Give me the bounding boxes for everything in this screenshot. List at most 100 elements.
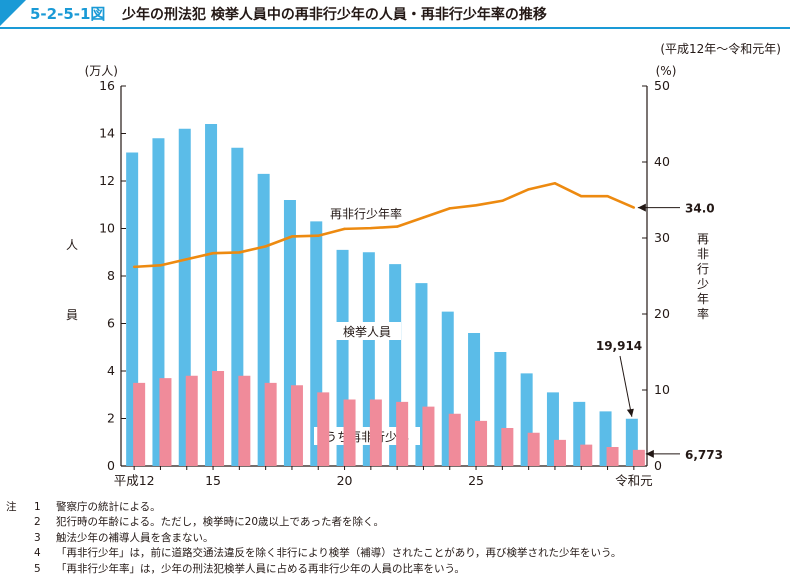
left-axis-ticks: 0 2 4 6 8 10 12 14 16 xyxy=(99,78,126,473)
repeat-bar xyxy=(606,447,619,466)
repeat-bar xyxy=(238,375,251,466)
rate-point xyxy=(448,207,451,210)
rate-last-value: 34.0 xyxy=(685,202,715,216)
right-axis-label-char: 再 xyxy=(697,232,709,246)
rate-point xyxy=(580,195,583,198)
left-axis-label: 人員 xyxy=(66,238,78,322)
x-tick-label: 平成12 xyxy=(114,473,155,488)
note-row: 5 「再非行少年率」は，少年の刑法犯検挙人員に占める再非行少年の人員の比率をいう。 xyxy=(6,562,786,577)
rate-point xyxy=(369,226,373,230)
note-lead xyxy=(6,531,34,546)
repeat-label-bg xyxy=(314,427,420,445)
rate-line: 再非行少年率 xyxy=(132,181,636,269)
repeat-bar xyxy=(396,401,409,466)
rate-point xyxy=(317,234,320,237)
left-tick-label: 0 xyxy=(107,458,115,473)
note-number: 2 xyxy=(34,516,41,529)
right-axis-label-char: 率 xyxy=(697,306,709,321)
total-bar xyxy=(126,152,139,466)
rate-point xyxy=(501,199,504,202)
note-lead xyxy=(6,515,34,530)
left-tick-label: 14 xyxy=(99,126,115,141)
right-tick-label: 30 xyxy=(654,230,670,245)
right-tick-label: 40 xyxy=(654,154,670,169)
repeat-bar xyxy=(580,444,593,466)
right-axis-label-char: 年 xyxy=(697,292,709,306)
total-arrow-head xyxy=(626,408,634,417)
rate-point xyxy=(422,216,425,219)
rate-point xyxy=(290,235,294,238)
x-tick-label: 15 xyxy=(205,473,221,488)
right-tick-label: 50 xyxy=(654,78,670,93)
repeat-bar xyxy=(159,378,172,466)
rate-series-label: 再非行少年率 xyxy=(330,206,402,221)
repeat-bar xyxy=(185,375,198,466)
notes: 注 1 警察庁の統計による。 2 犯行時の年齢による。ただし，検挙時に20歳以上であった… xyxy=(6,500,786,577)
figure-title: 少年の刑法犯 検挙人員中の再非行少年の人員・再非行少年率の推移 xyxy=(122,7,547,23)
left-tick-label: 12 xyxy=(99,173,115,188)
rate-point xyxy=(185,258,188,261)
total-label-bg xyxy=(333,322,401,340)
repeat-bar xyxy=(264,382,277,466)
title-bar: 5-2-5-1図 少年の刑法犯 検挙人員中の再非行少年の人員・再非行少年率の推移 xyxy=(0,0,790,29)
rate-point xyxy=(632,206,636,209)
repeat-bar xyxy=(133,382,146,466)
title-rule xyxy=(0,27,790,29)
rate-point xyxy=(474,204,478,207)
left-tick-label: 16 xyxy=(99,78,115,93)
x-axis-ticks: 平成12 15 20 25 令和元 xyxy=(114,466,653,488)
left-tick-label: 6 xyxy=(107,316,115,331)
rate-polyline xyxy=(134,181,635,269)
repeat-bar xyxy=(501,428,514,466)
rate-point xyxy=(159,264,162,267)
total-bars xyxy=(126,124,638,466)
repeat-bar xyxy=(212,371,225,466)
period-label: (平成12年～令和元年) xyxy=(660,41,781,56)
rate-point xyxy=(343,227,346,231)
chart: (平成12年～令和元年) (万人) (%) 人員 再非行少年率 0 2 4 6 8 10 1… xyxy=(66,41,781,488)
rate-point xyxy=(211,252,215,255)
total-last-value: 19,914 xyxy=(596,339,642,353)
right-axis-label: 再非行少年率 xyxy=(697,232,709,321)
rate-point xyxy=(264,245,267,248)
repeat-bar xyxy=(317,392,330,466)
right-axis-label-char: 少 xyxy=(697,277,709,291)
note-text: 犯行時の年齢による。ただし，検挙時に20歳以上であった者を除く。 xyxy=(56,516,384,529)
repeat-bar xyxy=(632,449,645,466)
note-lead xyxy=(6,562,34,577)
repeat-arrow-head xyxy=(645,449,654,458)
title-marker xyxy=(0,0,26,26)
rate-point xyxy=(238,251,241,254)
right-tick-label: 0 xyxy=(654,458,662,473)
repeat-bars xyxy=(133,371,645,466)
repeat-bar xyxy=(343,399,356,466)
note-number: 4 xyxy=(34,547,41,560)
repeat-last-value: 6,773 xyxy=(685,448,723,462)
note-row: 4 「再非行少年」は，前に道路交通法違反を除く非行により検挙（補導）されたことがあ… xyxy=(6,546,786,561)
left-tick-label: 10 xyxy=(99,221,115,236)
rate-point xyxy=(395,225,399,228)
repeat-bar xyxy=(422,406,435,466)
note-number: 5 xyxy=(34,562,41,575)
x-tick-label: 20 xyxy=(337,473,353,488)
right-axis-ticks: 0 10 20 30 40 50 xyxy=(642,78,670,473)
left-axis-label-char: 員 xyxy=(66,308,78,322)
note-lead xyxy=(6,546,34,561)
left-tick-label: 4 xyxy=(107,363,115,378)
note-text: 「再非行少年」は，前に道路交通法違反を除く非行により検挙（補導）されたことがあり… xyxy=(56,547,622,560)
note-text: 警察庁の統計による。 xyxy=(56,501,161,513)
left-axis-label-char: 人 xyxy=(66,238,78,252)
rate-point xyxy=(606,195,609,198)
rate-point xyxy=(132,265,136,269)
left-tick-label: 8 xyxy=(107,268,115,283)
rate-point xyxy=(553,182,557,185)
repeat-bar xyxy=(448,413,461,466)
axes xyxy=(120,86,648,467)
right-axis-label-char: 非 xyxy=(697,247,709,261)
note-row: 注 1 警察庁の統計による。 xyxy=(6,500,786,515)
total-arrow-line xyxy=(619,355,633,417)
repeat-bar xyxy=(369,399,382,466)
left-axis-unit: (万人) xyxy=(85,64,118,78)
right-axis-label-char: 行 xyxy=(697,262,709,276)
repeat-bar xyxy=(553,439,566,466)
